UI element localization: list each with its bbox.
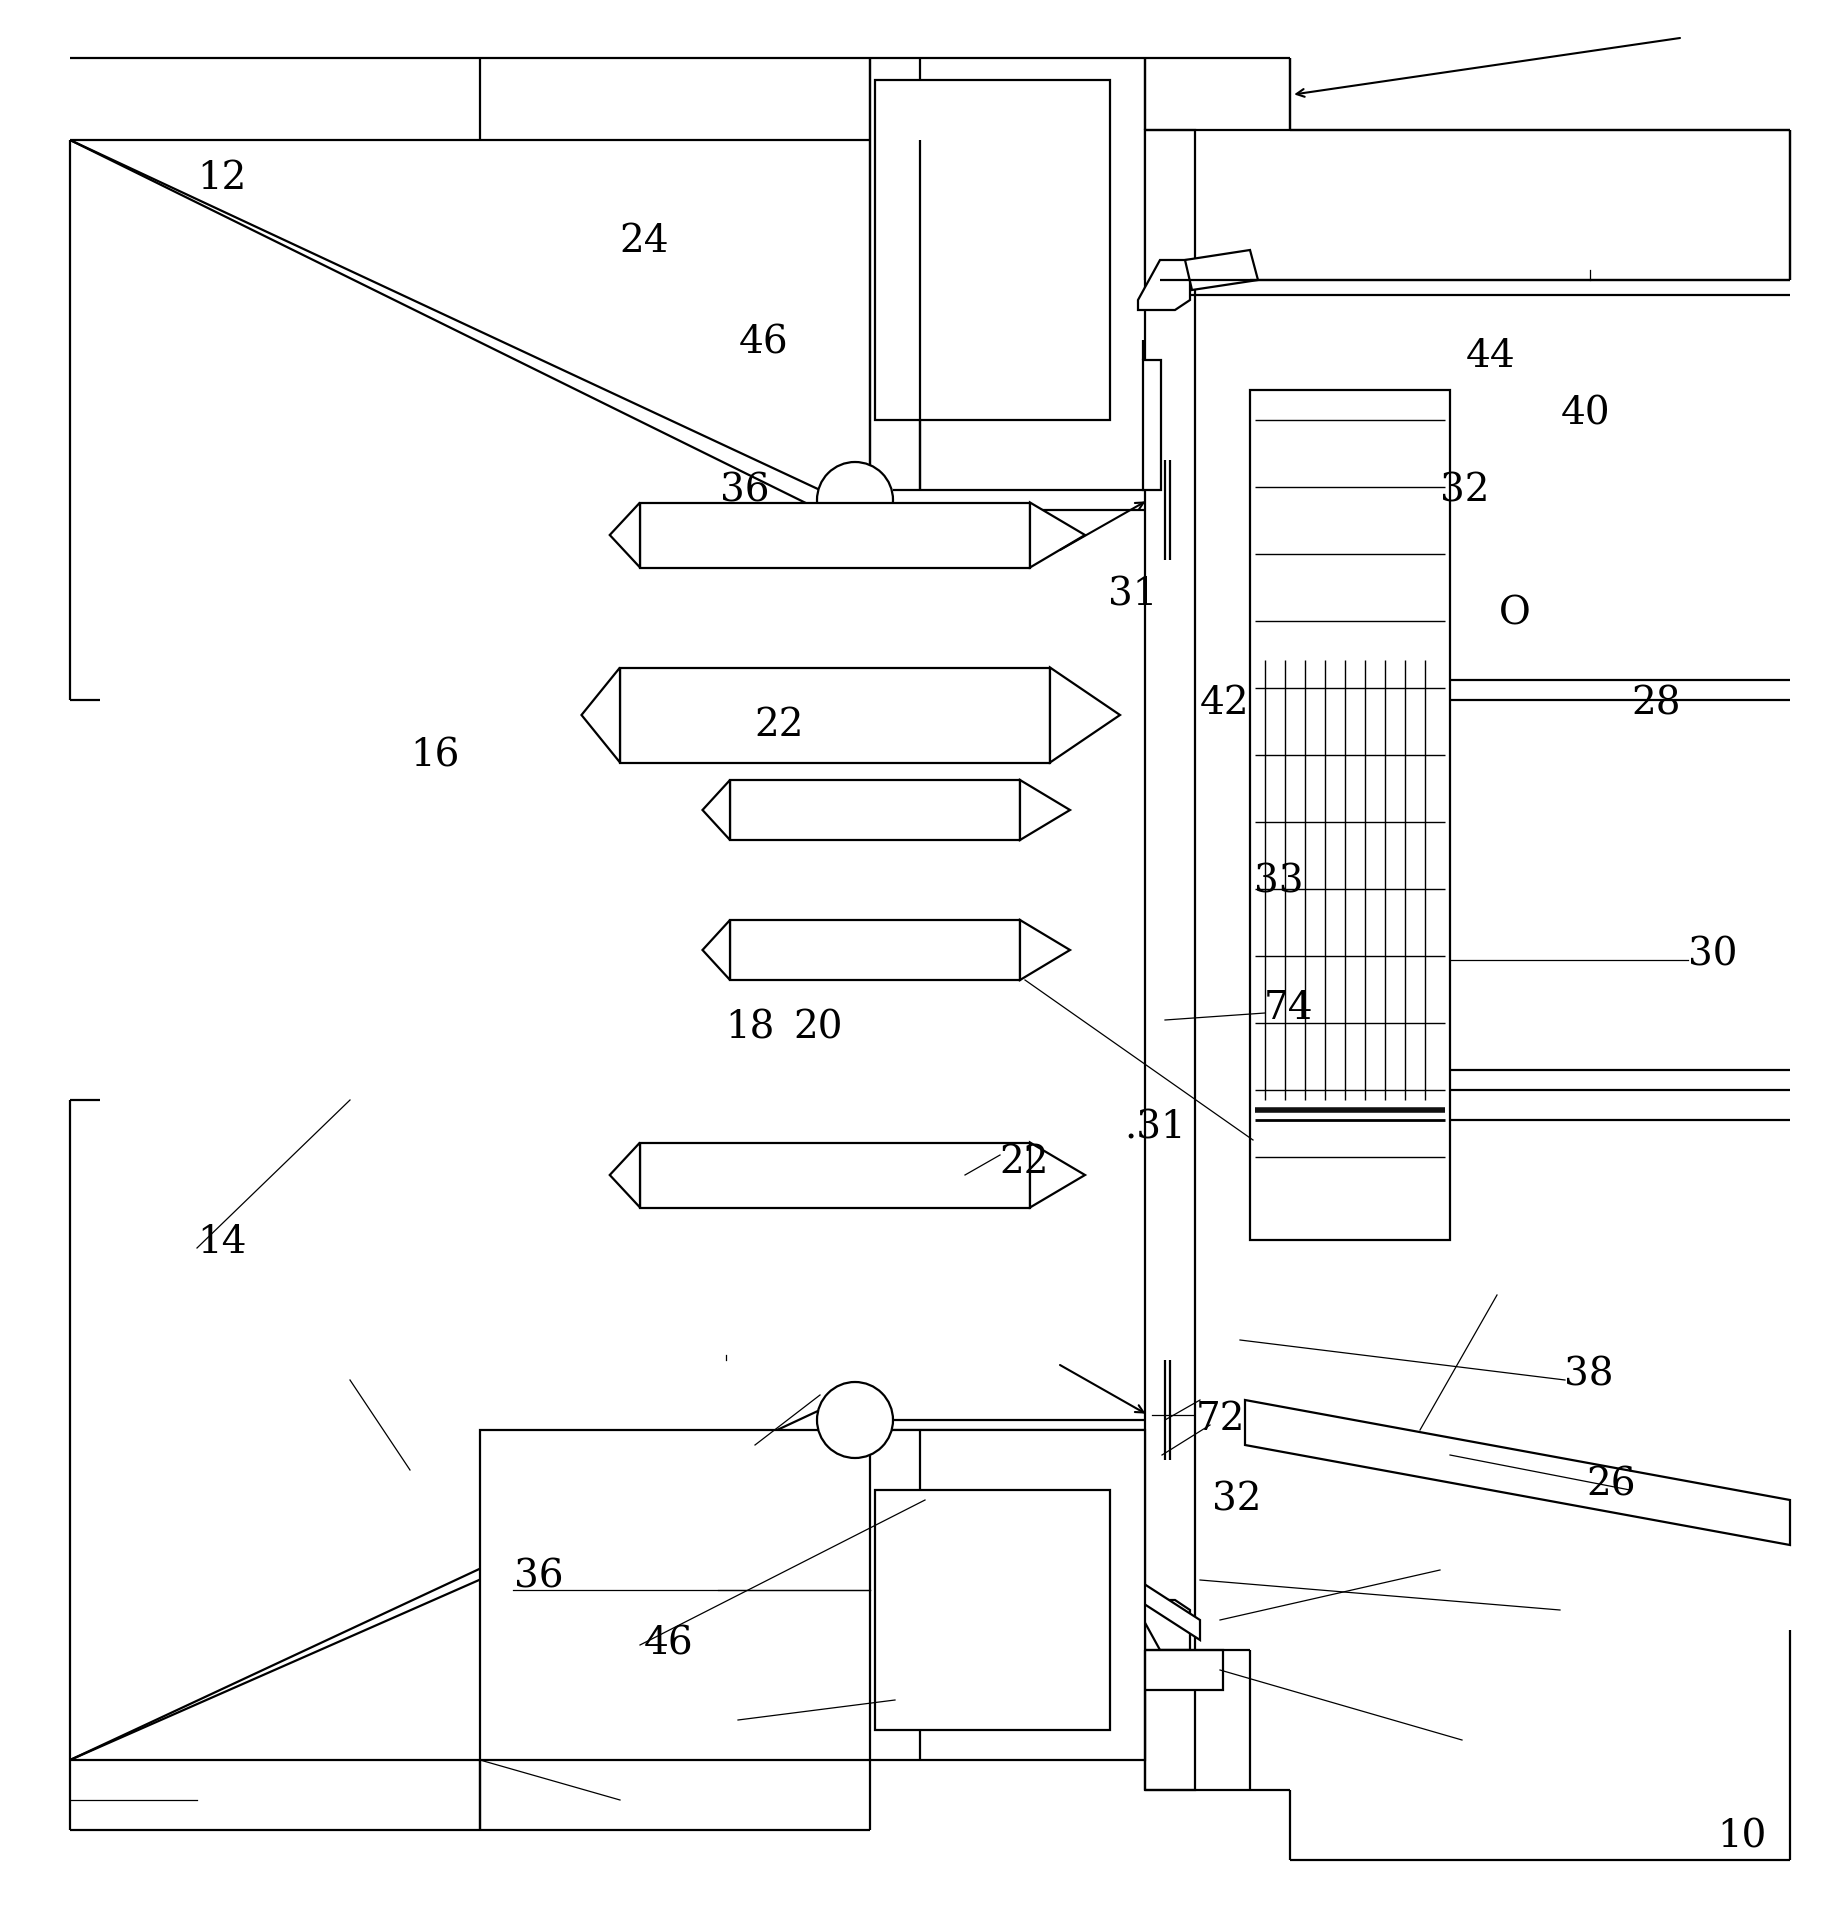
Polygon shape bbox=[1050, 667, 1119, 763]
Polygon shape bbox=[1030, 1143, 1085, 1208]
Text: 46: 46 bbox=[738, 324, 788, 363]
Circle shape bbox=[817, 1383, 893, 1458]
Polygon shape bbox=[1245, 1400, 1790, 1546]
Polygon shape bbox=[609, 503, 640, 568]
Polygon shape bbox=[582, 667, 620, 763]
Bar bbox=[875, 1490, 1110, 1730]
Bar bbox=[729, 921, 1021, 980]
Bar bbox=[640, 1143, 1030, 1208]
Text: 38: 38 bbox=[1564, 1356, 1613, 1394]
Text: 36: 36 bbox=[514, 1557, 563, 1596]
Text: 46: 46 bbox=[644, 1625, 693, 1663]
Text: 36: 36 bbox=[720, 472, 769, 510]
Bar bbox=[1145, 130, 1196, 1789]
Text: 18: 18 bbox=[726, 1009, 775, 1047]
Text: 28: 28 bbox=[1632, 685, 1681, 723]
Text: 10: 10 bbox=[1717, 1818, 1766, 1857]
Text: 74: 74 bbox=[1263, 990, 1313, 1028]
Polygon shape bbox=[1138, 1580, 1200, 1640]
Text: 31: 31 bbox=[1108, 575, 1158, 614]
Polygon shape bbox=[1138, 261, 1190, 311]
Text: 14: 14 bbox=[197, 1224, 246, 1262]
Text: O: O bbox=[1499, 595, 1529, 633]
Text: 22: 22 bbox=[755, 706, 804, 744]
Polygon shape bbox=[702, 921, 729, 980]
Text: 20: 20 bbox=[793, 1009, 842, 1047]
Polygon shape bbox=[1030, 503, 1085, 568]
Text: 16: 16 bbox=[410, 737, 459, 775]
Text: 44: 44 bbox=[1466, 338, 1515, 376]
Circle shape bbox=[817, 462, 893, 539]
Polygon shape bbox=[1138, 1600, 1190, 1649]
Text: 24: 24 bbox=[620, 222, 669, 261]
Text: 40: 40 bbox=[1560, 395, 1610, 433]
Bar bbox=[1251, 389, 1449, 1241]
Text: 22: 22 bbox=[999, 1143, 1048, 1181]
Text: 42: 42 bbox=[1200, 685, 1249, 723]
Text: 72: 72 bbox=[1196, 1400, 1245, 1438]
Text: 30: 30 bbox=[1688, 936, 1737, 974]
Polygon shape bbox=[1021, 781, 1070, 840]
Text: .31: .31 bbox=[1125, 1109, 1187, 1147]
Bar bbox=[875, 81, 1110, 420]
Bar bbox=[640, 503, 1030, 568]
Bar bbox=[1143, 1649, 1223, 1690]
Bar bbox=[620, 667, 1050, 763]
Text: 32: 32 bbox=[1212, 1481, 1262, 1519]
Text: 33: 33 bbox=[1254, 863, 1303, 901]
Polygon shape bbox=[1021, 921, 1070, 980]
Text: 26: 26 bbox=[1586, 1465, 1635, 1504]
Polygon shape bbox=[609, 1143, 640, 1208]
Polygon shape bbox=[702, 781, 729, 840]
Polygon shape bbox=[1185, 249, 1258, 290]
Bar bbox=[479, 1431, 1145, 1761]
Text: 32: 32 bbox=[1440, 472, 1489, 510]
Bar bbox=[729, 781, 1021, 840]
Bar bbox=[1143, 361, 1161, 489]
Text: 12: 12 bbox=[197, 159, 246, 198]
